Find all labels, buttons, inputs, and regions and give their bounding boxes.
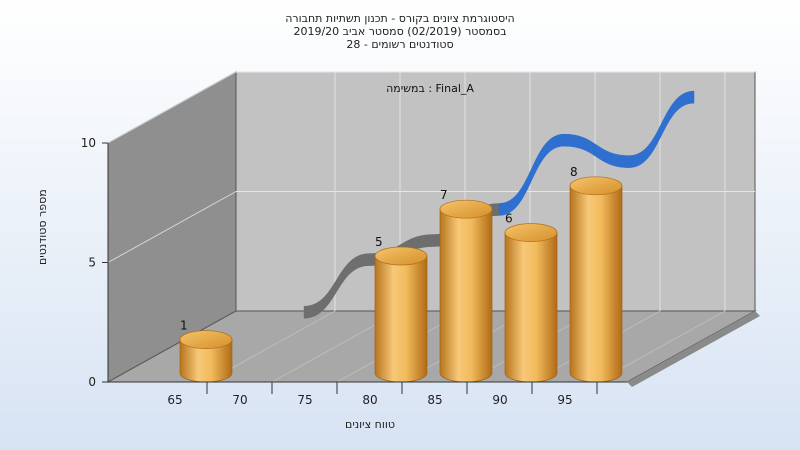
x-tick-label-75: 75 bbox=[297, 393, 312, 407]
floor-edge bbox=[627, 311, 760, 387]
y-axis-label: מספר סטודנטים bbox=[36, 189, 49, 265]
gridline-left-5 bbox=[107, 191, 237, 263]
bar-body-2 bbox=[439, 208, 493, 383]
data-label-4: 8 bbox=[570, 165, 578, 179]
bar-cap-1 bbox=[374, 246, 428, 266]
x-axis-label: טווח ציונים bbox=[345, 418, 395, 431]
chart-title: היסטוגרמת ציונים בקורס - תכנון תשתיות תח… bbox=[285, 12, 515, 25]
data-label-0: 1 bbox=[180, 319, 188, 333]
bar-cap-3 bbox=[504, 223, 558, 242]
bar-body-4 bbox=[569, 185, 623, 383]
bar-6 bbox=[504, 223, 558, 383]
bar-cap-4 bbox=[569, 176, 623, 196]
data-label-3: 6 bbox=[505, 212, 513, 226]
data-labels: 1 5 7 6 8 bbox=[180, 165, 578, 333]
data-label-2: 7 bbox=[440, 188, 448, 202]
x-tick-label-70: 70 bbox=[232, 393, 247, 407]
task-annotation: במשימה : Final_A bbox=[386, 82, 474, 95]
bar-7 bbox=[439, 199, 493, 383]
data-label-1: 5 bbox=[375, 235, 383, 249]
y-tick-label-10: 10 bbox=[81, 136, 96, 150]
x-tick-label-90: 90 bbox=[492, 393, 507, 407]
chart-subtitle-semester: בסמסטר (02/2019) סמסטר אביב 2019/20 bbox=[293, 25, 507, 38]
x-tick-label-80: 80 bbox=[362, 393, 377, 407]
bar-body-3 bbox=[504, 232, 558, 383]
x-tick-label-95: 95 bbox=[557, 393, 572, 407]
gridline-left-10 bbox=[107, 71, 237, 144]
ribbon-segment-5 bbox=[628, 90, 695, 168]
bar-body-1 bbox=[374, 255, 428, 383]
bar-5 bbox=[374, 246, 428, 383]
x-tick-label-65: 65 bbox=[167, 393, 182, 407]
chart-subtitle-students: סטודנטים רשומים - 28 bbox=[346, 38, 454, 51]
y-tick-label-0: 0 bbox=[88, 375, 96, 389]
bar-8 bbox=[569, 176, 623, 383]
x-tick-label-85: 85 bbox=[427, 393, 442, 407]
bar-cap-2 bbox=[439, 199, 493, 219]
bar-1 bbox=[179, 330, 233, 383]
bars bbox=[179, 176, 623, 383]
y-tick-label-5: 5 bbox=[88, 256, 96, 270]
bar-cap-0 bbox=[179, 330, 233, 349]
